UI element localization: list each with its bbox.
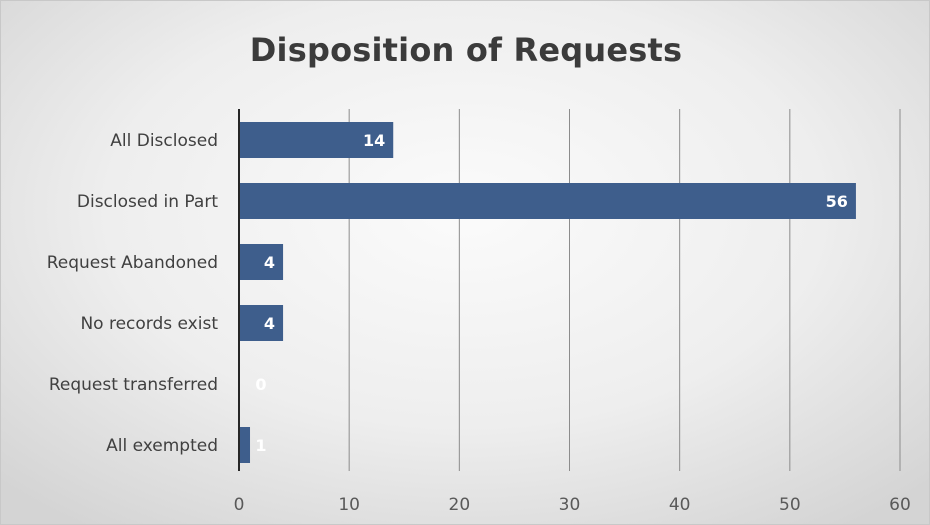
x-tick-label: 20	[449, 495, 471, 515]
x-tick-label: 50	[779, 495, 801, 515]
category-label: Request Abandoned	[47, 253, 218, 273]
data-label: 56	[826, 192, 848, 211]
data-label: 14	[363, 131, 385, 150]
category-label: Request transferred	[49, 375, 218, 395]
bar	[239, 305, 284, 341]
data-label: 0	[255, 375, 266, 394]
category-label: All exempted	[106, 436, 218, 456]
x-tick-label: 10	[338, 495, 360, 515]
x-tick-label: 40	[669, 495, 691, 515]
data-label: 4	[264, 314, 275, 333]
data-label: 4	[264, 253, 275, 272]
x-tick-label: 60	[889, 495, 911, 515]
bar	[239, 427, 251, 463]
x-tick-label: 30	[559, 495, 581, 515]
bar	[239, 244, 284, 280]
chart-title: Disposition of Requests	[249, 31, 683, 69]
category-label: No records exist	[80, 314, 218, 334]
bar	[239, 122, 394, 158]
bar	[239, 183, 856, 219]
data-label: 1	[255, 436, 266, 455]
category-label: Disclosed in Part	[77, 192, 218, 212]
category-label: All Disclosed	[110, 131, 218, 151]
x-tick-label: 0	[234, 495, 245, 515]
